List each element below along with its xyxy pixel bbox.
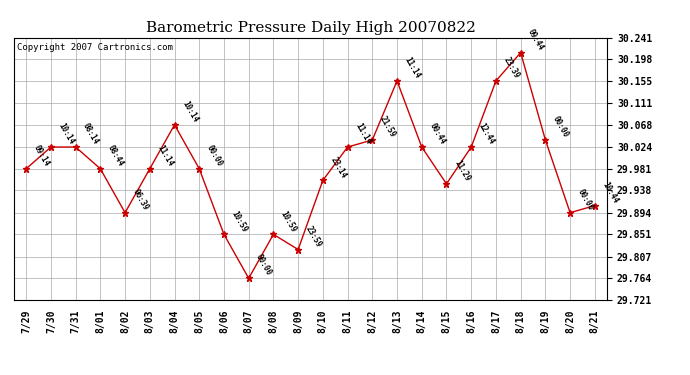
Text: 23:59: 23:59 <box>304 224 323 249</box>
Text: 00:00: 00:00 <box>254 253 274 278</box>
Text: 00:44: 00:44 <box>427 122 446 146</box>
Text: 10:59: 10:59 <box>279 209 298 234</box>
Text: 09:14: 09:14 <box>32 144 51 168</box>
Text: 00:00: 00:00 <box>551 115 571 139</box>
Text: 11:14: 11:14 <box>402 56 422 80</box>
Text: Copyright 2007 Cartronics.com: Copyright 2007 Cartronics.com <box>17 43 172 52</box>
Text: 12:44: 12:44 <box>477 122 496 146</box>
Text: 00:00: 00:00 <box>205 144 224 168</box>
Text: 08:14: 08:14 <box>81 122 101 146</box>
Text: 23:14: 23:14 <box>328 155 348 180</box>
Text: 21:59: 21:59 <box>378 115 397 139</box>
Text: 10:14: 10:14 <box>180 99 199 124</box>
Text: 23:39: 23:39 <box>502 56 521 80</box>
Text: 10:14: 10:14 <box>57 122 76 146</box>
Text: 11:14: 11:14 <box>155 144 175 168</box>
Text: 00:00: 00:00 <box>575 188 595 212</box>
Text: 10:44: 10:44 <box>600 180 620 205</box>
Text: 06:39: 06:39 <box>130 188 150 212</box>
Text: 09:44: 09:44 <box>526 27 546 52</box>
Text: 10:59: 10:59 <box>230 209 249 234</box>
Text: 11:29: 11:29 <box>452 159 471 183</box>
Text: 11:14: 11:14 <box>353 122 373 146</box>
Text: 08:44: 08:44 <box>106 144 126 168</box>
Title: Barometric Pressure Daily High 20070822: Barometric Pressure Daily High 20070822 <box>146 21 475 35</box>
